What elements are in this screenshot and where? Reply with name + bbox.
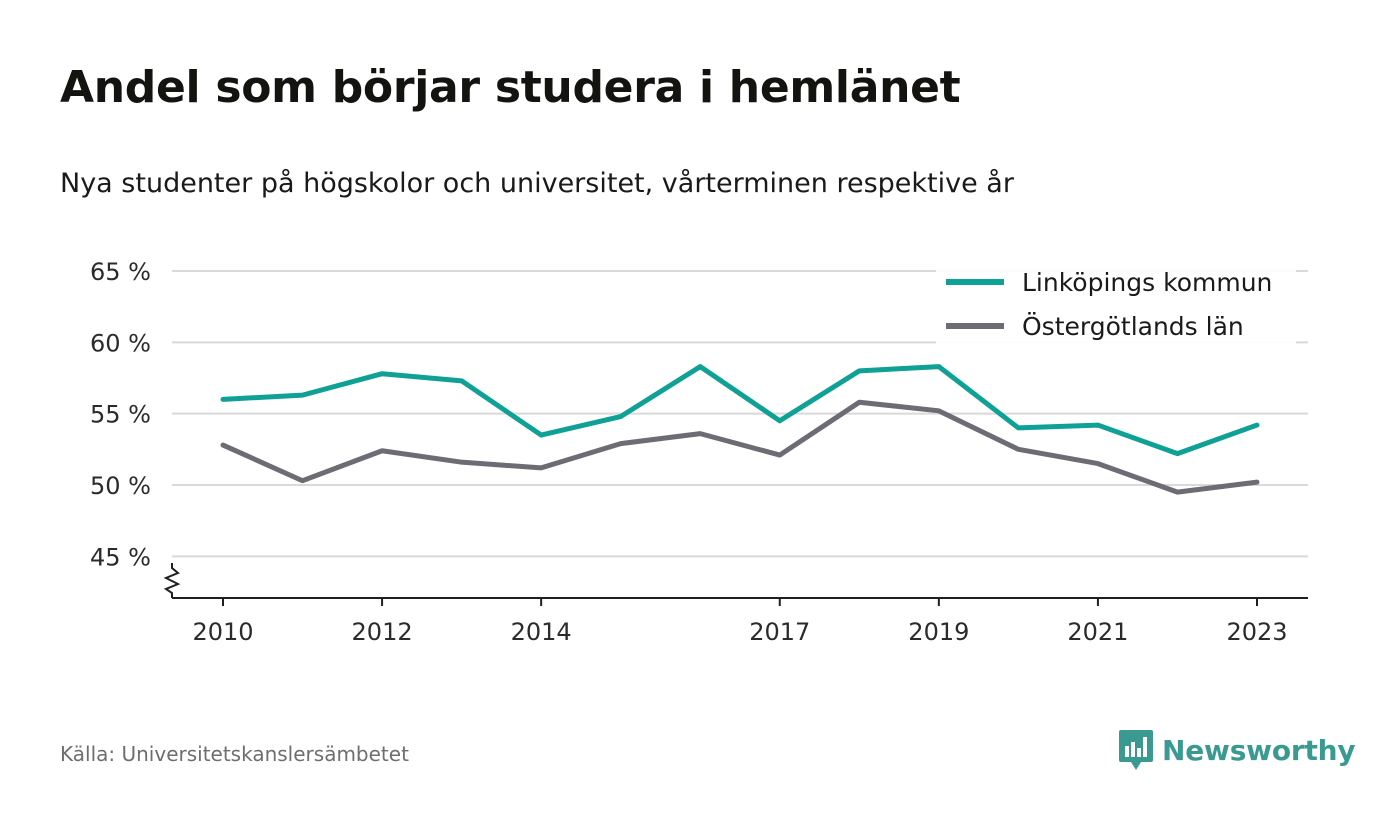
y-tick-label: 65 % xyxy=(90,258,151,286)
legend-label: Östergötlands län xyxy=(1022,312,1244,341)
brand-name: Newsworthy xyxy=(1162,733,1356,767)
line-chart: 45 %50 %55 %60 %65 % 2010 2012 2014 2017 201… xyxy=(90,258,1308,646)
axis-break-icon xyxy=(163,563,181,598)
x-tick-label: 2010 xyxy=(192,618,253,646)
y-tick-labels: 45 % 50 % 55 % 60 % 65 % xyxy=(90,258,151,571)
series-line-1 xyxy=(220,399,1260,495)
y-tick-label: 45 % xyxy=(90,543,151,571)
x-tick-label: 2021 xyxy=(1067,618,1128,646)
x-tick-label: 2017 xyxy=(749,618,810,646)
legend-background xyxy=(936,262,1296,344)
y-tick-label: 60 % xyxy=(90,329,151,357)
y-tick-label: 50 % xyxy=(90,472,151,500)
source-note: Källa: Universitetskanslersämbetet xyxy=(60,742,409,766)
x-tick-label: 2019 xyxy=(908,618,969,646)
series-lines xyxy=(220,364,1260,495)
newsworthy-logo-icon xyxy=(1119,730,1153,770)
x-tick-labels: 2010 2012 2014 2017 2019 2021 2023 xyxy=(192,598,1288,646)
x-axis xyxy=(163,563,1308,599)
x-tick-label: 2014 xyxy=(511,618,572,646)
x-tick-label: 2012 xyxy=(352,618,413,646)
legend: Linköpings kommun Östergötlands län xyxy=(936,262,1296,344)
chart-title: Andel som börjar studera i hemlänet xyxy=(60,62,961,113)
brand-logo: Newsworthy xyxy=(1118,728,1356,772)
series-line-0 xyxy=(220,364,1260,457)
legend-label: Linköpings kommun xyxy=(1022,268,1272,297)
y-tick-label: 55 % xyxy=(90,401,151,429)
x-tick-label: 2023 xyxy=(1226,618,1287,646)
chart-subtitle: Nya studenter på högskolor och universit… xyxy=(60,168,1014,199)
